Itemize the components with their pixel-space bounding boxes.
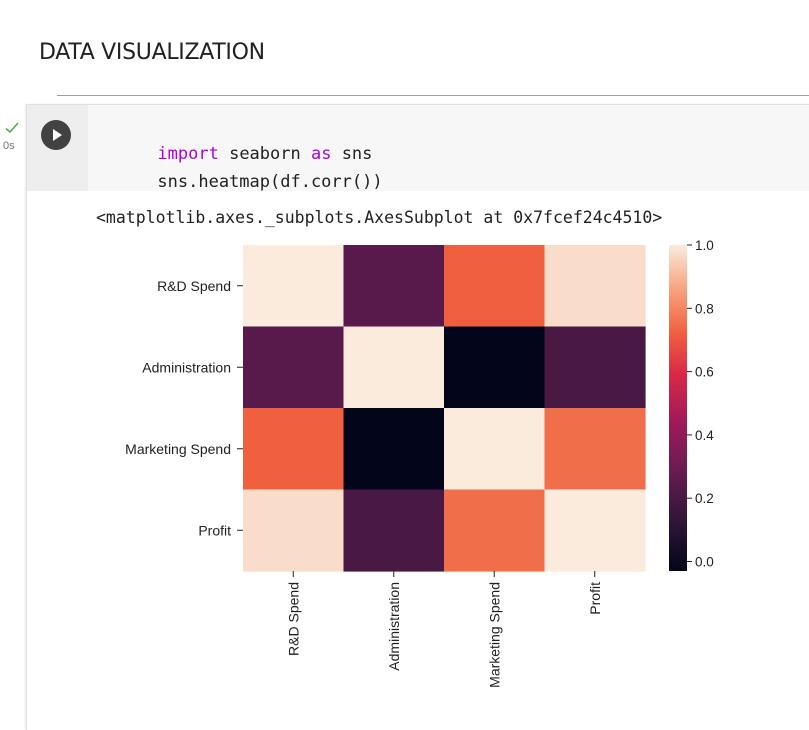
colorbar-tick-label: 1.0 <box>695 238 714 253</box>
x-tick-label: Marketing Spend <box>486 582 502 688</box>
y-tick-label: Profit <box>198 522 231 538</box>
execution-time: 0s <box>3 140 15 152</box>
code-editor[interactable]: import seaborn as sns sns.heatmap(df.cor… <box>88 105 809 192</box>
heading-divider <box>57 95 809 96</box>
code-line-1: import seaborn as sns <box>96 124 372 184</box>
section-heading: DATA VISUALIZATION <box>39 40 265 65</box>
heatmap-cell <box>243 489 345 572</box>
code-cell: import seaborn as sns sns.heatmap(df.cor… <box>26 104 809 730</box>
y-tick-label: Administration <box>142 359 231 375</box>
cell-output-text: <matplotlib.axes._subplots.AxesSubplot a… <box>96 208 663 227</box>
code-line-2: sns.heatmap(df.corr()) <box>96 152 383 212</box>
colorbar <box>669 245 687 571</box>
code-token: sns <box>331 144 373 164</box>
heatmap-cell <box>544 408 646 491</box>
colorbar-tick-label: 0.4 <box>695 428 714 443</box>
heatmap-cell <box>544 245 646 328</box>
y-tick-label: R&D Spend <box>157 278 231 294</box>
heatmap-cell <box>444 408 546 491</box>
code-token: as <box>310 144 332 164</box>
heatmap-cell <box>343 489 445 572</box>
heatmap-cell <box>243 326 345 409</box>
colorbar-tick-label: 0.6 <box>695 365 714 380</box>
colorbar-tick-label: 0.0 <box>695 555 714 570</box>
play-icon <box>53 129 62 141</box>
heatmap-cell <box>444 326 546 409</box>
cell-gutter <box>27 105 88 191</box>
heatmap-cell <box>343 245 445 328</box>
x-tick-label: Administration <box>386 582 402 671</box>
code-token: sns.heatmap(df.corr()) <box>157 172 383 192</box>
code-token: import <box>157 144 219 164</box>
x-tick-label: R&D Spend <box>285 582 301 656</box>
heatmap-cell <box>243 245 345 328</box>
heatmap-cell <box>444 245 546 328</box>
heatmap-cell <box>343 408 445 491</box>
colorbar-tick-label: 0.8 <box>695 301 714 316</box>
run-cell-button[interactable] <box>41 120 71 150</box>
y-tick-label: Marketing Spend <box>125 441 231 457</box>
heatmap-cell <box>243 408 345 491</box>
heatmap-cell <box>343 326 445 409</box>
heatmap-cell <box>544 489 646 572</box>
check-icon <box>5 122 19 134</box>
heatmap-cell <box>544 326 646 409</box>
x-tick-label: Profit <box>587 582 603 615</box>
code-token: seaborn <box>218 144 311 164</box>
colorbar-tick-label: 0.2 <box>695 491 714 506</box>
heatmap-cell <box>444 489 546 572</box>
